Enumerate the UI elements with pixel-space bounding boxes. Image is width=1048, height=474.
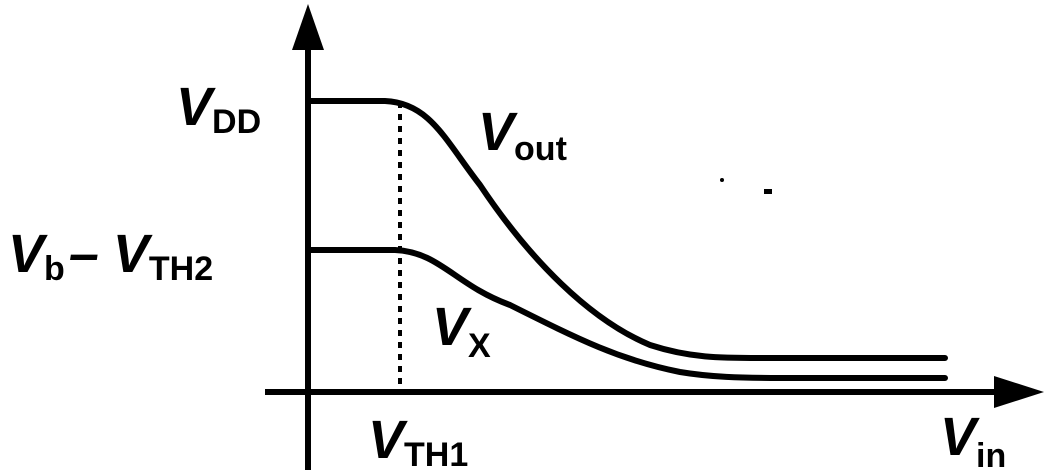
label-part: V	[368, 410, 408, 470]
vb-vth2-label: Vb– VTH2	[8, 224, 213, 288]
vin-label: Vin	[940, 407, 1006, 474]
label-part: TH1	[404, 436, 468, 474]
label-part: V	[432, 297, 472, 357]
vth1-label: VTH1	[368, 410, 468, 474]
speck	[764, 189, 772, 194]
label-part: V	[8, 224, 48, 284]
speck	[720, 178, 724, 182]
label-part: out	[514, 130, 567, 168]
label-part: –	[69, 224, 99, 284]
x-axis-arrow	[994, 376, 1044, 408]
label-part: TH2	[149, 250, 213, 288]
label-part: V	[113, 224, 153, 284]
vx-label: VX	[432, 297, 491, 365]
label-part: V	[478, 102, 518, 162]
vdd-label: VDD	[176, 77, 261, 141]
label-part: V	[940, 407, 980, 467]
vout-curve	[305, 98, 948, 361]
y-axis-arrow	[292, 4, 324, 50]
vx-curve	[305, 247, 948, 381]
label-part: X	[468, 327, 491, 365]
label-part: DD	[212, 103, 261, 141]
vout-label: Vout	[478, 102, 567, 168]
label-part: in	[976, 437, 1006, 474]
label-part: V	[176, 77, 216, 137]
label-part: b	[44, 250, 65, 288]
